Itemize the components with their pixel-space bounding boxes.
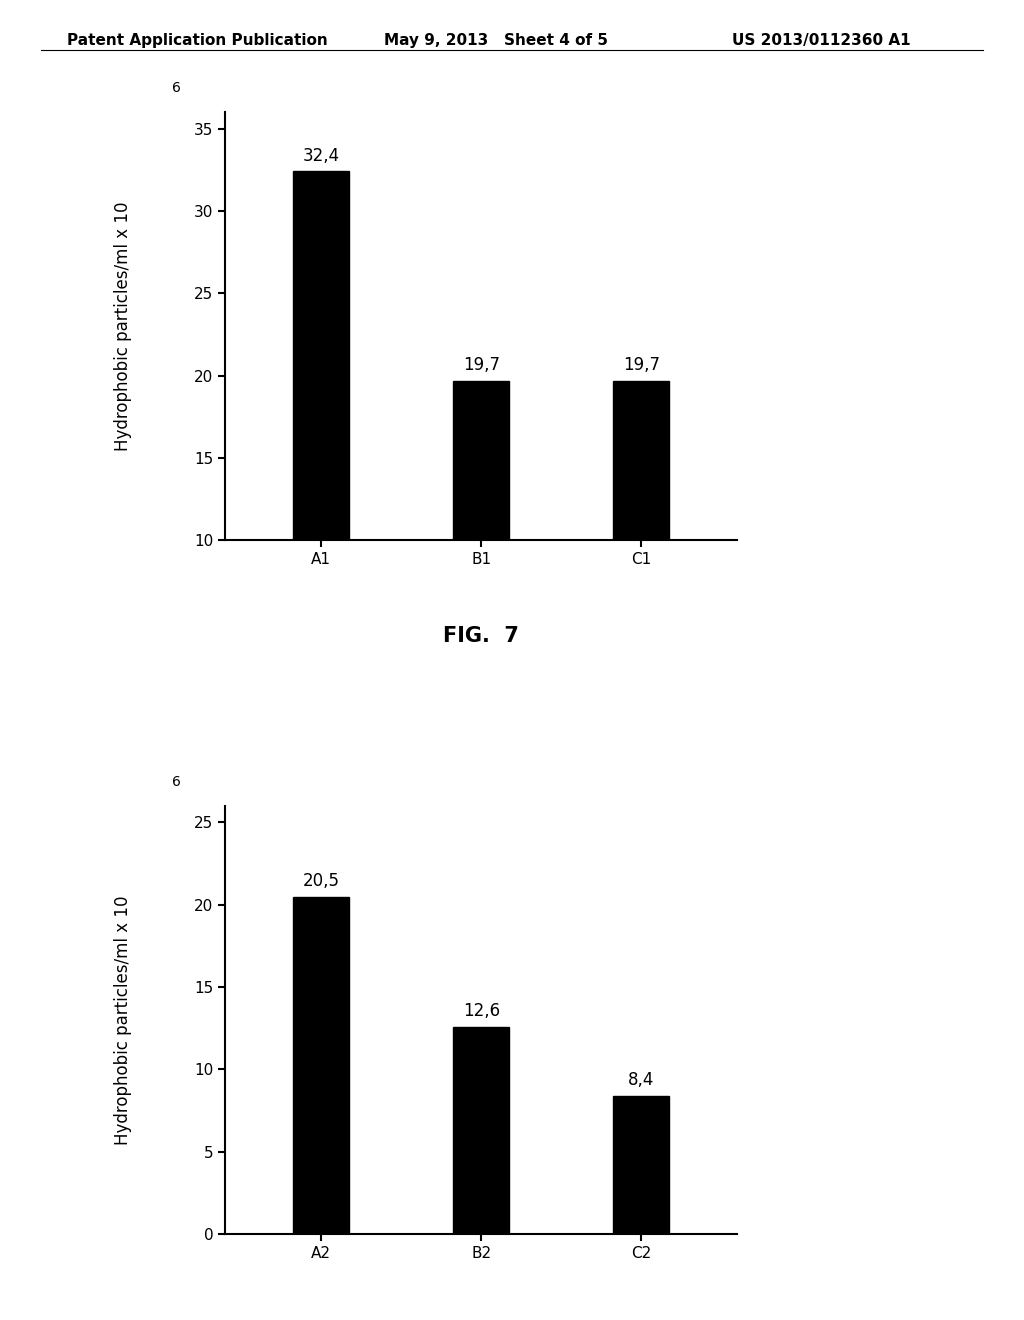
Text: 8,4: 8,4 <box>628 1072 654 1089</box>
Text: US 2013/0112360 A1: US 2013/0112360 A1 <box>732 33 910 48</box>
Text: 20,5: 20,5 <box>303 873 340 890</box>
Bar <box>454 380 509 705</box>
Bar <box>454 1027 509 1234</box>
Text: Hydrophobic particles/ml x 10: Hydrophobic particles/ml x 10 <box>114 895 132 1144</box>
Text: Patent Application Publication: Patent Application Publication <box>67 33 328 48</box>
Bar <box>613 380 670 705</box>
Text: 6: 6 <box>172 775 181 789</box>
Text: Hydrophobic particles/ml x 10: Hydrophobic particles/ml x 10 <box>114 202 132 451</box>
Bar <box>613 1096 670 1234</box>
Text: 12,6: 12,6 <box>463 1002 500 1020</box>
Text: May 9, 2013   Sheet 4 of 5: May 9, 2013 Sheet 4 of 5 <box>384 33 608 48</box>
Bar <box>293 172 349 705</box>
Text: 19,7: 19,7 <box>463 356 500 375</box>
Text: FIG.  7: FIG. 7 <box>443 626 519 645</box>
Text: 19,7: 19,7 <box>623 356 659 375</box>
Bar <box>293 896 349 1234</box>
Text: 32,4: 32,4 <box>303 147 340 165</box>
Text: 6: 6 <box>172 81 181 95</box>
